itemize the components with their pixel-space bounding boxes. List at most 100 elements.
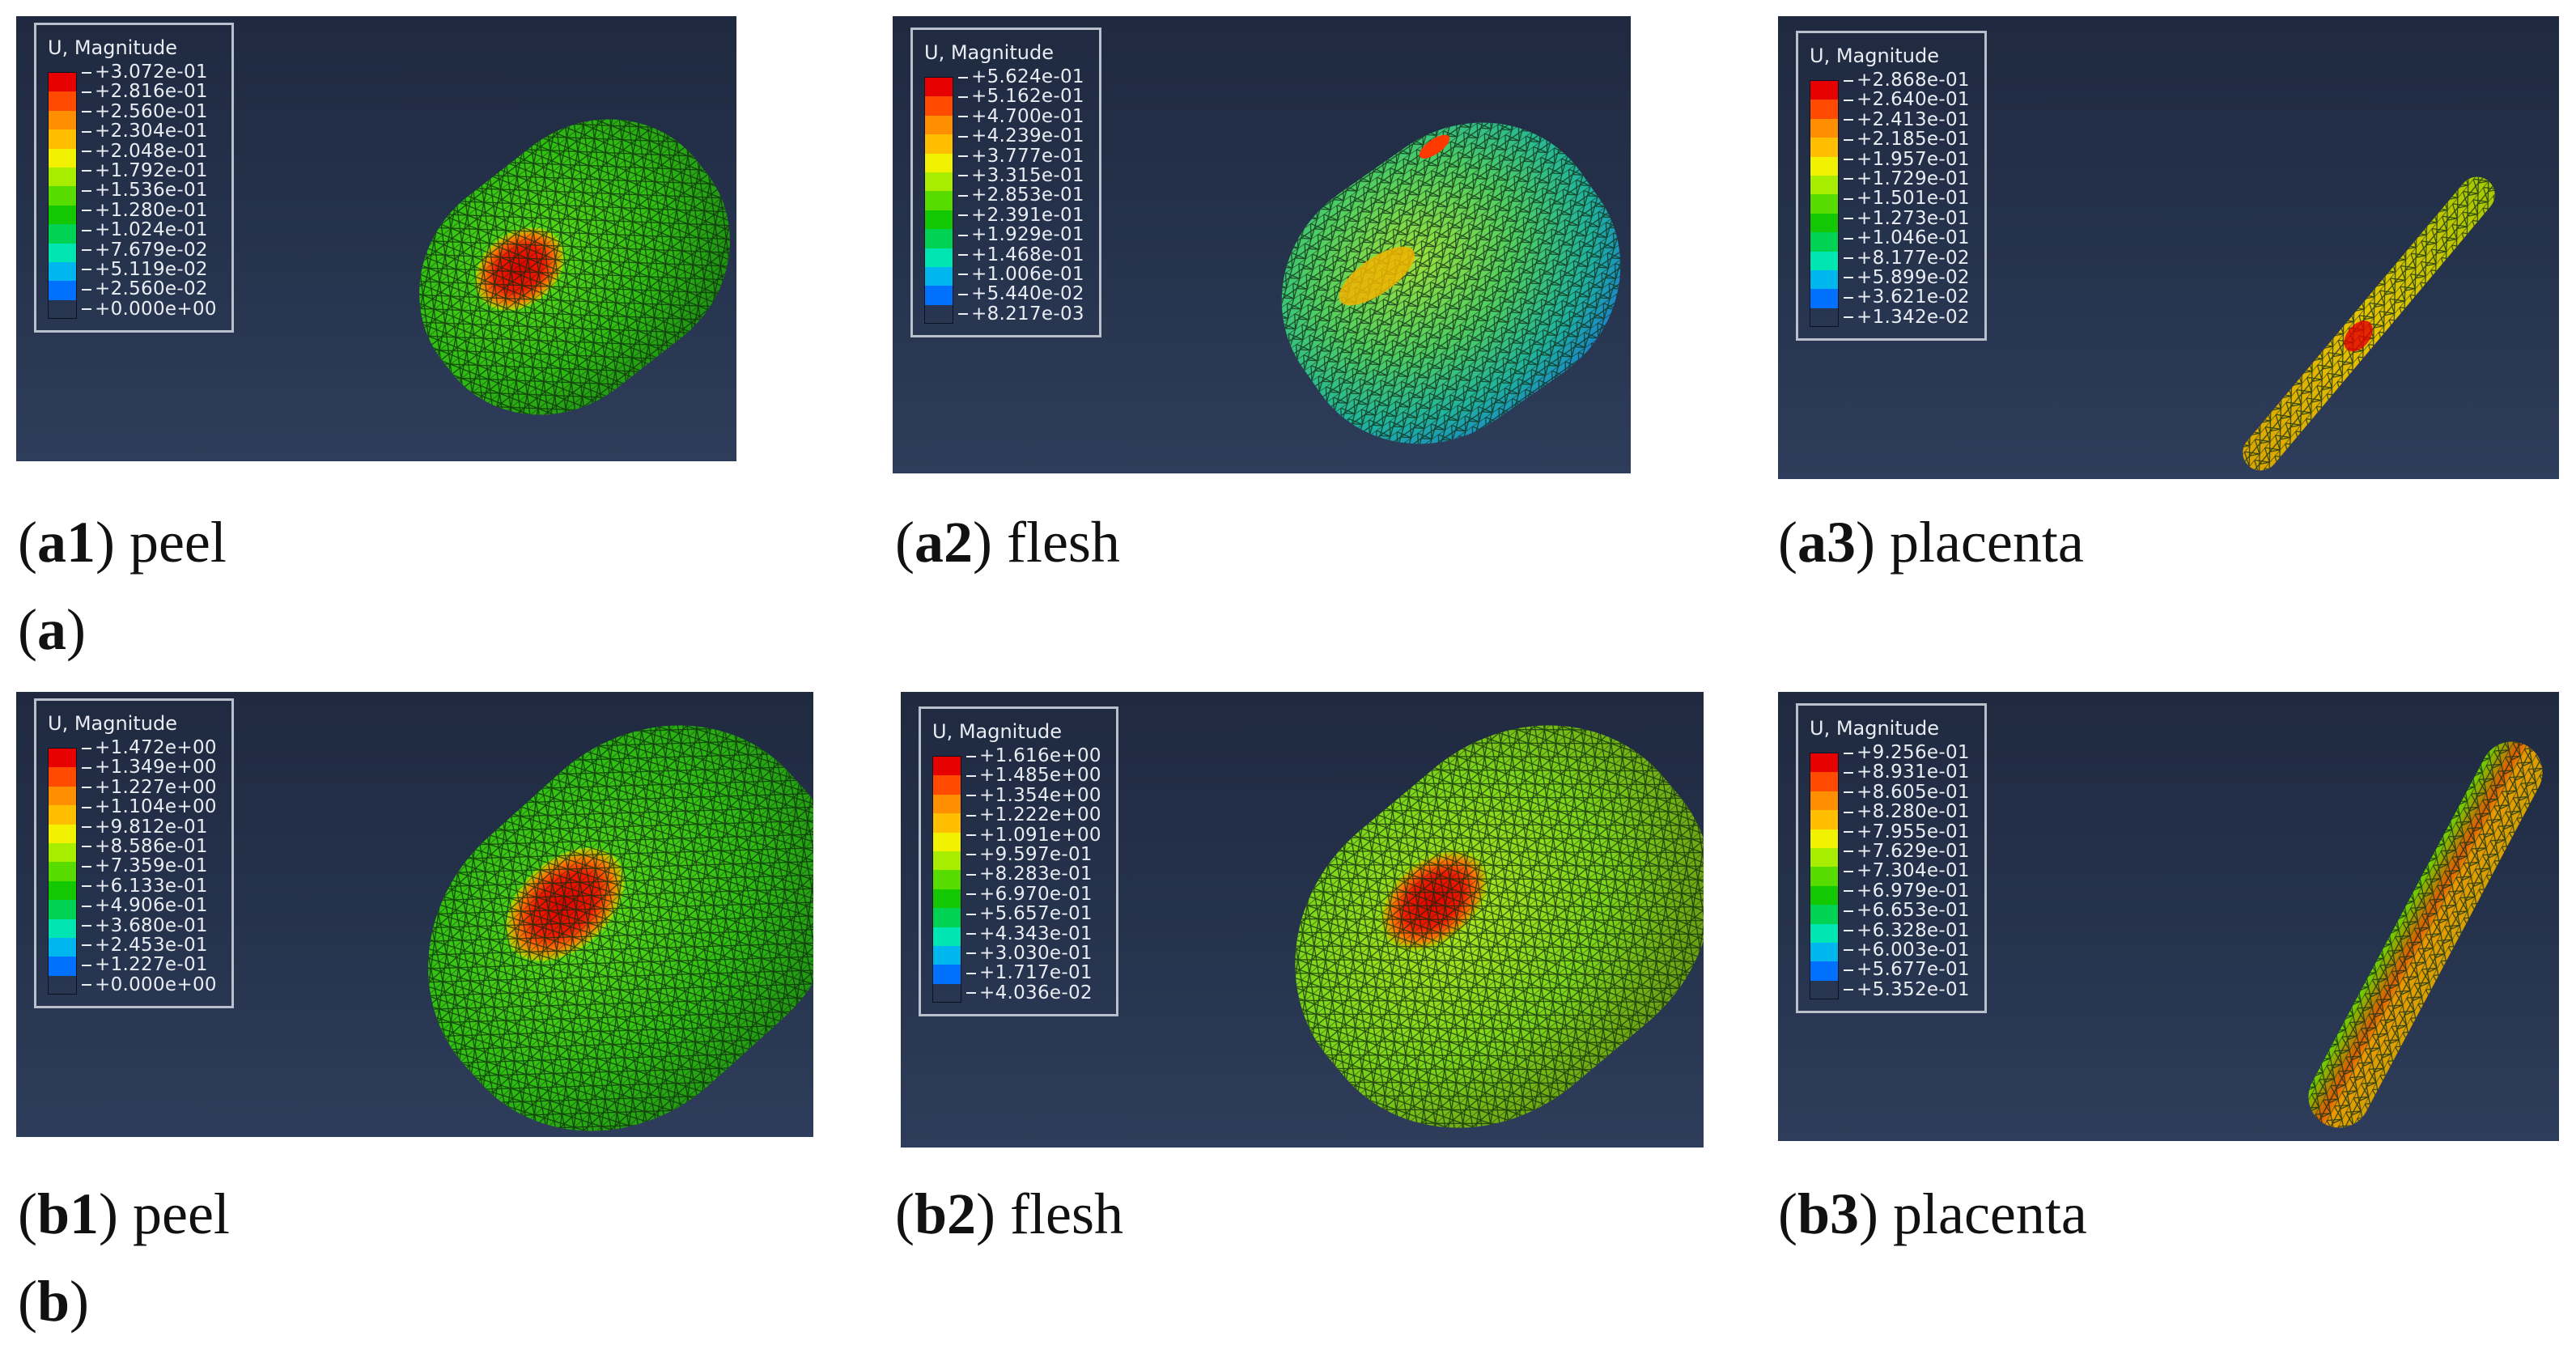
legend-value: +2.853e-01 — [958, 185, 1084, 206]
caption-b1: (b1) peel — [18, 1181, 230, 1246]
legend-value: +5.657e-01 — [966, 904, 1101, 924]
color-swatch — [49, 110, 76, 130]
legend-value: +2.413e-01 — [1844, 109, 1970, 129]
legend-value: +3.680e-01 — [82, 915, 217, 935]
legend-value: +8.605e-01 — [1844, 782, 1970, 802]
color-swatch — [49, 148, 76, 168]
legend-value: +4.700e-01 — [958, 106, 1084, 126]
color-swatch — [49, 243, 76, 262]
legend-value: +1.472e+00 — [82, 738, 217, 758]
legend-value: +1.729e-01 — [1844, 169, 1970, 189]
color-swatch — [49, 261, 76, 282]
color-swatch — [1810, 961, 1838, 981]
color-swatch — [1810, 885, 1838, 906]
color-scale — [924, 77, 953, 325]
legend-value: +4.343e-01 — [966, 923, 1101, 944]
color-swatch — [49, 824, 76, 843]
color-swatch — [1810, 118, 1838, 138]
legend-value: +8.586e-01 — [82, 837, 217, 857]
color-swatch — [1810, 772, 1838, 791]
peel-model-a1 — [419, 119, 730, 415]
color-swatch — [49, 918, 76, 938]
legend-value: +1.616e+00 — [966, 746, 1101, 766]
legend-value: +1.349e+00 — [82, 757, 217, 778]
color-scale — [1810, 80, 1839, 328]
caption-a3: (a3) placenta — [1778, 510, 2084, 575]
color-swatch — [1810, 905, 1838, 924]
color-swatch — [49, 73, 76, 92]
legend-value: +1.342e-02 — [1844, 307, 1970, 327]
panel-b3: U, Magnitude +9.256e-01 +8.931e-01 +8.605e… — [1778, 692, 2559, 1141]
color-swatch — [1810, 251, 1838, 270]
legend-value: +2.185e-01 — [1844, 129, 1970, 150]
color-swatch — [1810, 138, 1838, 157]
color-swatch — [49, 167, 76, 187]
color-swatch — [933, 813, 961, 833]
color-swatch — [49, 749, 76, 768]
placenta-model-b3 — [2308, 741, 2543, 1128]
legend-value: +6.979e-01 — [1844, 880, 1970, 901]
legend-value: +6.003e-01 — [1844, 940, 1970, 961]
color-swatch — [925, 286, 953, 305]
color-swatch — [933, 851, 961, 871]
legend-ticks: +3.072e-01 +2.816e-01 +2.560e-01 +2.304e-01… — [77, 62, 217, 319]
legend-ticks: +1.472e+00 +1.349e+00 +1.227e+00 +1.104e+00… — [77, 738, 217, 995]
color-scale — [932, 756, 961, 1003]
legend-value: +9.597e-01 — [966, 845, 1101, 865]
color-swatch — [49, 900, 76, 919]
color-swatch — [1810, 175, 1838, 195]
color-swatch — [925, 78, 953, 97]
color-swatch — [49, 786, 76, 806]
legend-value: +8.283e-01 — [966, 864, 1101, 884]
color-swatch — [1810, 923, 1838, 943]
legend-value: +8.177e-02 — [1844, 248, 1970, 268]
color-swatch — [925, 191, 953, 210]
legend-value: +3.030e-01 — [966, 944, 1101, 964]
color-swatch — [49, 186, 76, 206]
legend-value: +4.036e-02 — [966, 982, 1101, 1003]
legend-value: +2.868e-01 — [1844, 70, 1970, 91]
legend-value: +1.957e-01 — [1844, 149, 1970, 169]
caption-group-b: (b) — [18, 1269, 90, 1334]
color-swatch — [933, 794, 961, 814]
legend-value: +1.104e+00 — [82, 797, 217, 817]
legend-value: +8.931e-01 — [1844, 762, 1970, 783]
color-swatch — [1810, 753, 1838, 773]
legend-value: +1.501e-01 — [1844, 189, 1970, 209]
color-swatch — [933, 908, 961, 927]
color-swatch — [49, 205, 76, 225]
color-swatch — [1810, 194, 1838, 214]
legend-value: +8.280e-01 — [1844, 802, 1970, 822]
color-swatch — [1810, 156, 1838, 176]
legend-value: +6.970e-01 — [966, 884, 1101, 904]
color-swatch — [49, 937, 76, 957]
color-swatch — [1810, 867, 1838, 886]
legend-value: +5.440e-02 — [958, 284, 1084, 304]
color-swatch — [49, 767, 76, 787]
color-swatch — [1810, 829, 1838, 848]
color-swatch — [925, 153, 953, 172]
legend-b2: U, Magnitude +1.616e+00 +1.485e+00 +1.354e… — [919, 706, 1118, 1017]
legend-value: +1.227e+00 — [82, 777, 217, 797]
legend-value: +5.352e-01 — [1844, 979, 1970, 999]
color-swatch — [933, 775, 961, 795]
legend-value: +1.536e-01 — [82, 180, 217, 201]
legend-title: U, Magnitude — [1810, 717, 1939, 740]
legend-value: +2.640e-01 — [1844, 90, 1970, 110]
legend-value: +1.006e-01 — [958, 265, 1084, 285]
legend-title: U, Magnitude — [924, 41, 1054, 64]
color-scale — [1810, 753, 1839, 1000]
legend-title: U, Magnitude — [932, 720, 1062, 743]
legend-title: U, Magnitude — [48, 36, 177, 59]
color-swatch — [49, 880, 76, 901]
legend-a3: U, Magnitude +2.868e-01 +2.640e-01 +2.413e… — [1796, 31, 1987, 341]
color-swatch — [933, 927, 961, 946]
legend-value: +2.048e-01 — [82, 141, 217, 161]
color-swatch — [1810, 942, 1838, 962]
color-swatch — [1810, 847, 1838, 868]
legend-value: +1.929e-01 — [958, 225, 1084, 245]
caption-a1: (a1) peel — [18, 510, 227, 575]
color-swatch — [49, 862, 76, 881]
color-swatch — [925, 229, 953, 248]
legend-value: +9.812e-01 — [82, 817, 217, 837]
